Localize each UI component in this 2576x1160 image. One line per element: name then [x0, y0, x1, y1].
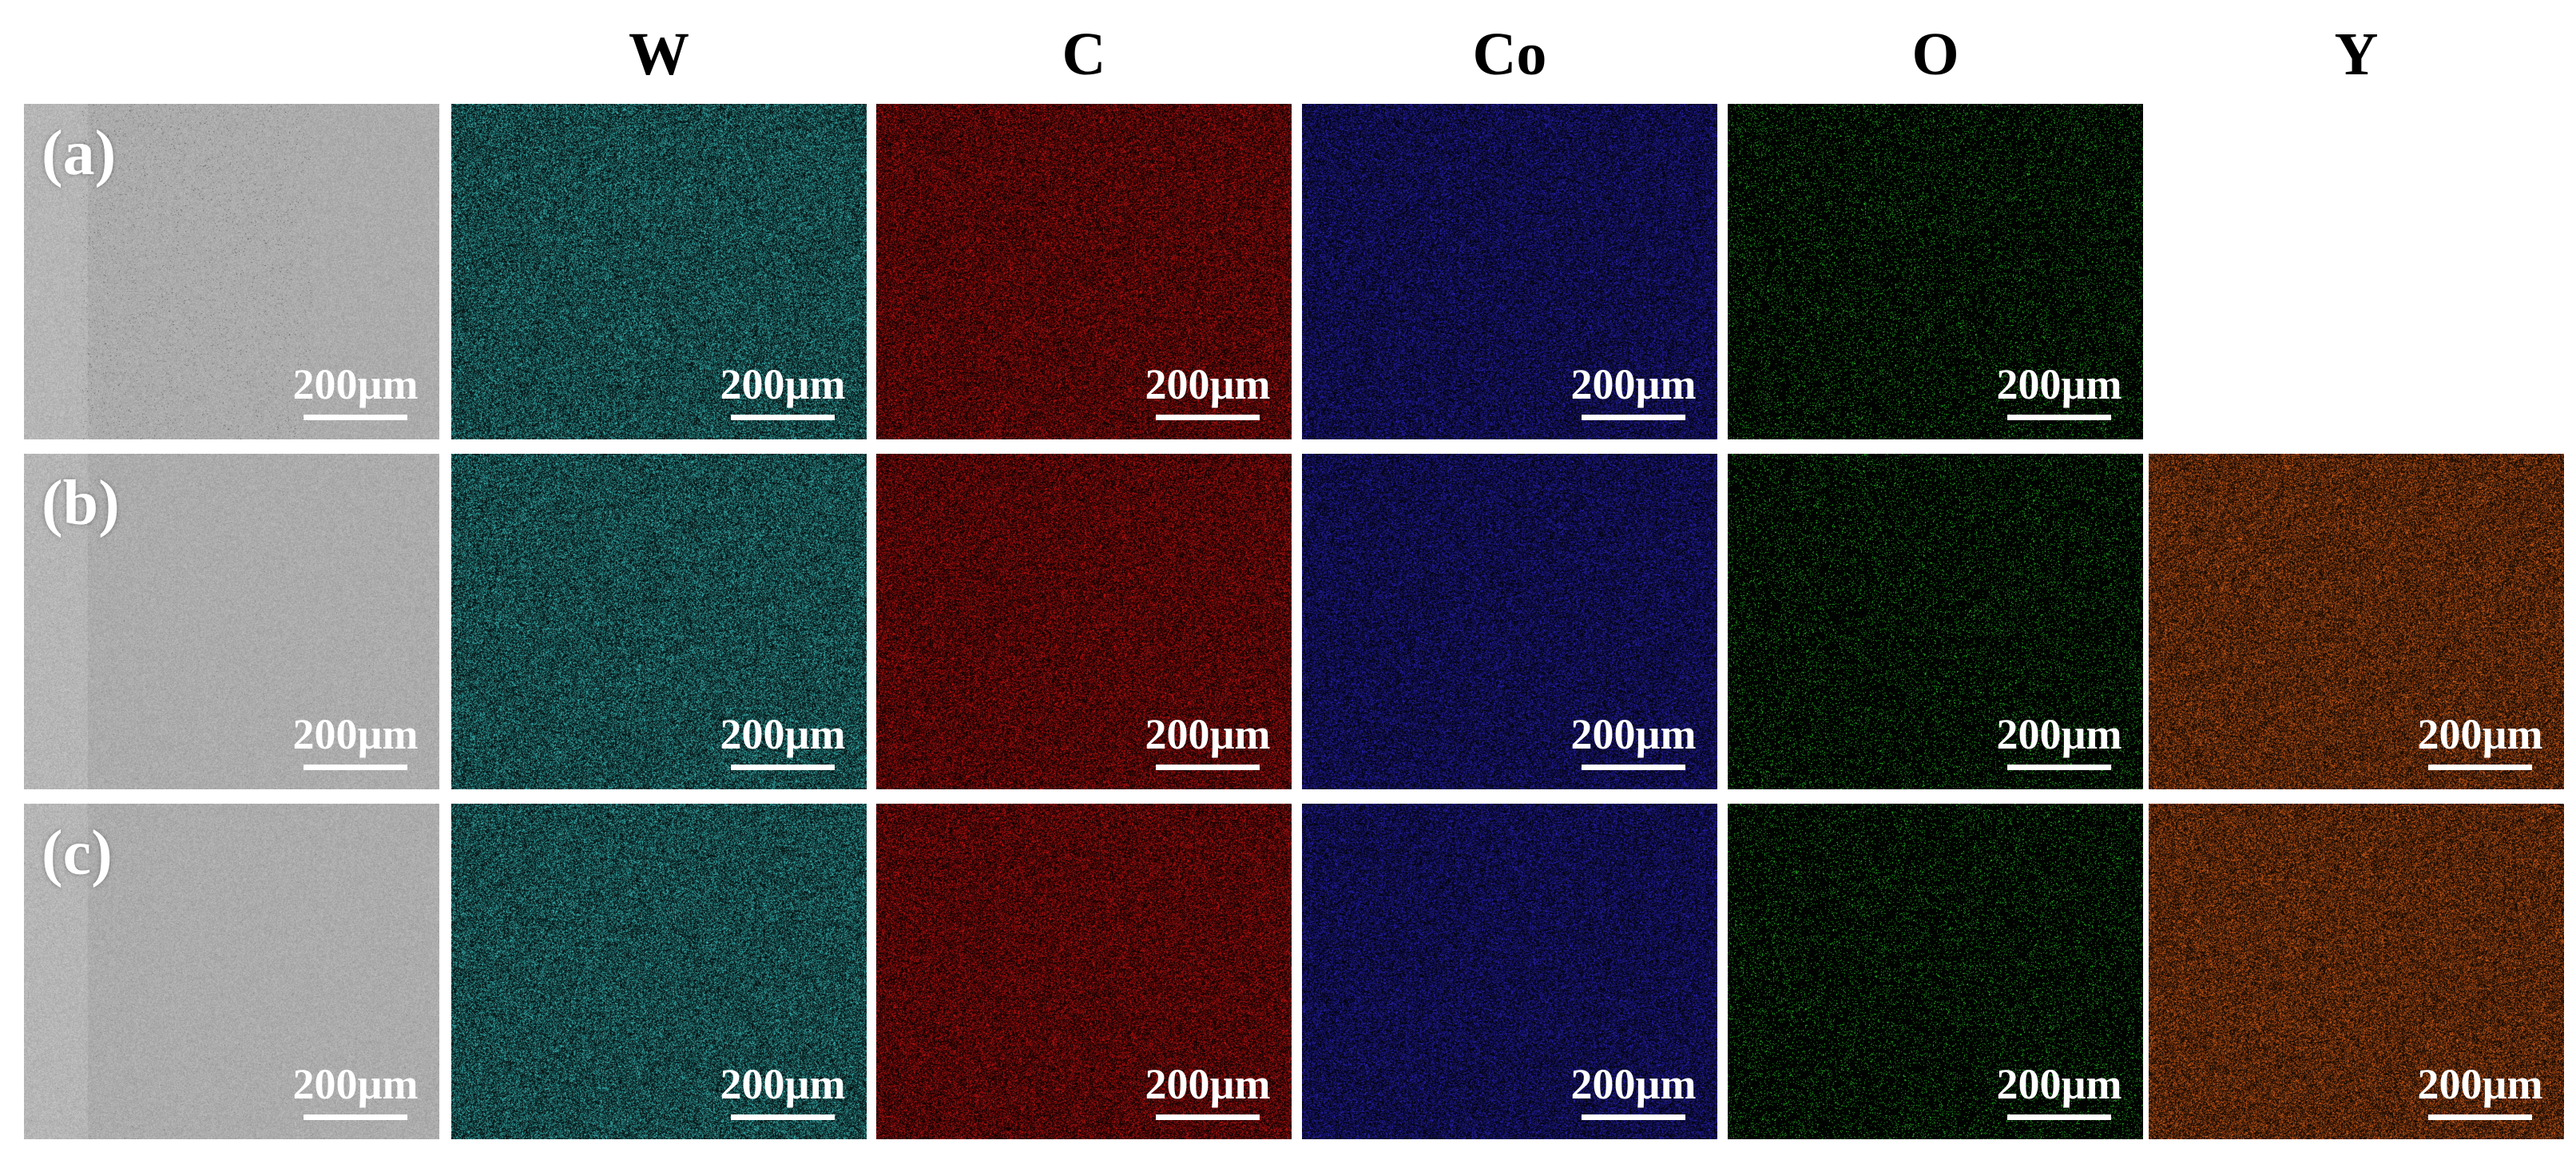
row-label-b: (b) [42, 468, 120, 538]
scale-bar: 200µm [1558, 1060, 1709, 1120]
o-map-b: 200µm [1728, 454, 2143, 789]
scale-label: 200µm [1996, 360, 2122, 408]
scale-line [304, 765, 407, 770]
column-header-o: O [1911, 21, 1959, 88]
scale-line [1156, 765, 1260, 770]
scale-label: 200µm [2417, 710, 2543, 758]
scale-line [1156, 415, 1260, 420]
column-header-co: Co [1472, 21, 1547, 88]
scale-bar: 200µm [1558, 360, 1709, 420]
scale-bar: 200µm [1132, 1060, 1284, 1120]
scale-label: 200µm [1145, 1060, 1271, 1108]
y-map-c: 200µm [2149, 804, 2564, 1139]
w-map-a: 200µm [451, 104, 867, 439]
column-header-y: Y [2334, 21, 2379, 88]
scale-label: 200µm [1145, 360, 1271, 408]
scale-line [1582, 1114, 1685, 1120]
scale-bar: 200µm [1558, 710, 1709, 770]
scale-label: 200µm [720, 1060, 846, 1108]
scale-bar: 200µm [280, 710, 431, 770]
scale-label: 200µm [292, 360, 419, 408]
scale-label: 200µm [720, 710, 846, 758]
c-map-a: 200µm [876, 104, 1292, 439]
scale-label: 200µm [720, 360, 846, 408]
c-map-b: 200µm [876, 454, 1292, 789]
c-map-c: 200µm [876, 804, 1292, 1139]
scale-label: 200µm [1996, 710, 2122, 758]
scale-label: 200µm [1570, 360, 1697, 408]
scale-label: 200µm [1570, 710, 1697, 758]
scale-bar: 200µm [1983, 360, 2135, 420]
scale-label: 200µm [1145, 710, 1271, 758]
scale-bar: 200µm [280, 360, 431, 420]
sem-image-c: (c) 200µm [24, 804, 439, 1139]
scale-bar: 200µm [1983, 1060, 2135, 1120]
scale-line [1156, 1114, 1260, 1120]
scale-label: 200µm [292, 710, 419, 758]
o-map-a: 200µm [1728, 104, 2143, 439]
scale-bar: 200µm [1132, 710, 1284, 770]
y-map-b: 200µm [2149, 454, 2564, 789]
scale-bar: 200µm [707, 1060, 859, 1120]
scale-line [731, 1114, 835, 1120]
scale-bar: 200µm [2404, 710, 2556, 770]
co-map-b: 200µm [1302, 454, 1717, 789]
scale-bar: 200µm [707, 360, 859, 420]
scale-bar: 200µm [707, 710, 859, 770]
scale-line [2428, 1114, 2532, 1120]
w-map-b: 200µm [451, 454, 867, 789]
scale-line [731, 765, 835, 770]
o-map-c: 200µm [1728, 804, 2143, 1139]
scale-label: 200µm [1996, 1060, 2122, 1108]
column-header-c: C [1062, 21, 1106, 88]
scale-line [2428, 765, 2532, 770]
scale-bar: 200µm [1132, 360, 1284, 420]
scale-label: 200µm [1570, 1060, 1697, 1108]
co-map-c: 200µm [1302, 804, 1717, 1139]
row-label-a: (a) [42, 118, 117, 189]
scale-bar: 200µm [280, 1060, 431, 1120]
scale-line [2007, 415, 2111, 420]
sem-image-a: (a) 200µm [24, 104, 439, 439]
scale-bar: 200µm [1983, 710, 2135, 770]
scale-line [304, 1114, 407, 1120]
scale-line [2007, 1114, 2111, 1120]
scale-label: 200µm [292, 1060, 419, 1108]
scale-line [304, 415, 407, 420]
scale-bar: 200µm [2404, 1060, 2556, 1120]
scale-label: 200µm [2417, 1060, 2543, 1108]
sem-image-b: (b) 200µm [24, 454, 439, 789]
scale-line [1582, 765, 1685, 770]
column-header-w: W [629, 21, 689, 88]
scale-line [1582, 415, 1685, 420]
co-map-a: 200µm [1302, 104, 1717, 439]
row-label-c: (c) [42, 818, 113, 888]
scale-line [731, 415, 835, 420]
w-map-c: 200µm [451, 804, 867, 1139]
scale-line [2007, 765, 2111, 770]
